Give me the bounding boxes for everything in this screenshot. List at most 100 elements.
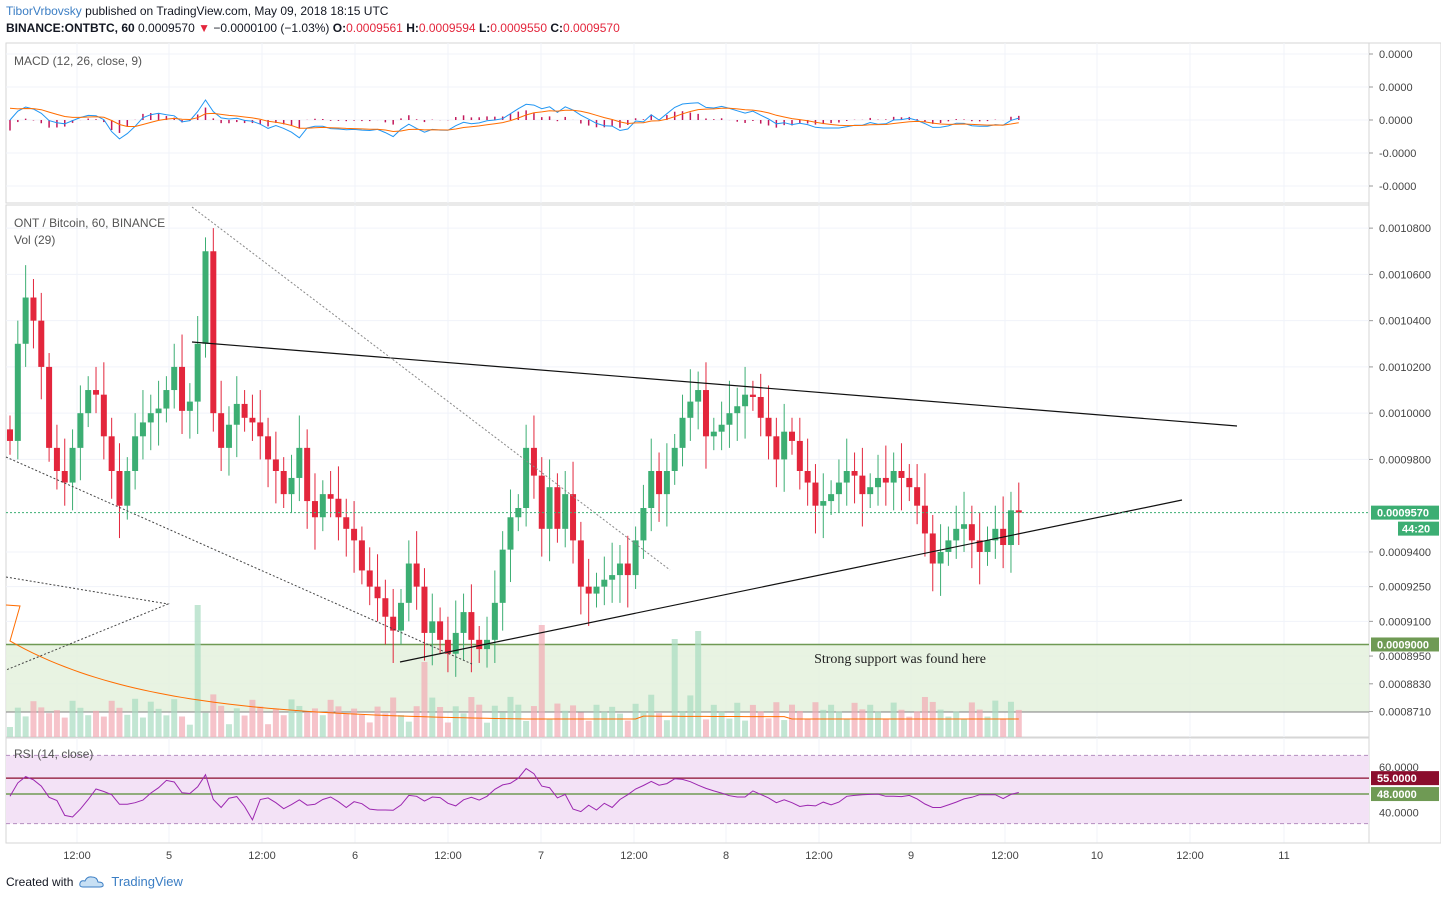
tradingview-brand[interactable]: TradingView xyxy=(111,874,183,889)
volume-bar xyxy=(38,707,45,737)
candle-body xyxy=(30,297,37,321)
macd-label: MACD (12, 26, close, 9) xyxy=(14,54,142,68)
volume-bar xyxy=(679,710,686,737)
candle-body xyxy=(734,406,741,414)
volume-bar xyxy=(186,724,193,737)
candle-body xyxy=(319,494,326,518)
last-price-badge-text: 0.0009570 xyxy=(1377,508,1429,520)
price-tick-label: 0.0010800 xyxy=(1379,223,1431,235)
candle-body xyxy=(789,431,795,441)
volume-bar xyxy=(961,718,968,737)
volume-bar xyxy=(30,701,37,737)
candle-body xyxy=(85,390,92,414)
candle-body xyxy=(843,471,850,483)
candle-body xyxy=(296,447,303,478)
volume-bar xyxy=(507,696,514,737)
volume-bar xyxy=(890,702,897,737)
volume-bar xyxy=(233,708,240,737)
candle-body xyxy=(100,394,107,437)
time-axis-label: 8 xyxy=(723,850,729,862)
volume-bar xyxy=(468,697,475,737)
volume-bar xyxy=(116,707,123,737)
candle-body xyxy=(898,471,905,478)
time-axis-label: 12:00 xyxy=(434,850,462,862)
candle-body xyxy=(765,417,772,437)
price-pane-title: ONT / Bitcoin, 60, BINANCE xyxy=(14,216,165,230)
candle-body xyxy=(335,498,342,518)
candle-body xyxy=(218,413,225,448)
candle-body xyxy=(1007,510,1014,546)
volume-bar xyxy=(562,710,569,737)
candle-body xyxy=(351,528,358,541)
candle-body xyxy=(953,528,960,541)
price-tick-label: 0.0010000 xyxy=(1379,408,1431,420)
volume-bar xyxy=(374,706,381,737)
volume-bar xyxy=(460,713,467,737)
price-tick-label: 0.0010200 xyxy=(1379,362,1431,374)
volume-bar xyxy=(577,712,584,737)
candle-body xyxy=(108,436,115,471)
rsi-lower-badge xyxy=(1371,787,1439,802)
candle-body xyxy=(499,549,506,603)
trading-chart[interactable]: 0.0000 0.0000 0.0000 -0.0000 -0.0000 0.001080… xyxy=(0,0,1441,870)
candle-body xyxy=(828,494,835,502)
macd-tick-label: 0.0000 xyxy=(1379,82,1413,94)
candle-body xyxy=(945,540,952,552)
volume-bar xyxy=(452,706,459,737)
candle-body xyxy=(835,482,842,495)
candle-body xyxy=(124,471,131,506)
footer: Created with TradingView xyxy=(6,874,183,889)
high-label: H: xyxy=(406,21,419,35)
candle-body xyxy=(749,394,756,397)
candle-body xyxy=(781,431,788,460)
volume-bar xyxy=(570,705,577,737)
candle-body xyxy=(570,494,577,541)
volume-bar xyxy=(663,720,670,737)
price-axis xyxy=(1368,42,1441,844)
volume-bar xyxy=(358,714,365,737)
price-tick-label: 0.0010400 xyxy=(1379,316,1431,328)
time-axis-label: 6 xyxy=(352,850,358,862)
price-tick-label: 0.0008950 xyxy=(1379,651,1431,663)
rsi-upper-badge-text: 55.0000 xyxy=(1377,773,1417,785)
chart-header: TiborVrbovsky published on TradingView.c… xyxy=(6,3,620,37)
open-label: O: xyxy=(332,21,347,35)
volume-bar xyxy=(22,716,29,737)
candle-body xyxy=(116,471,123,506)
volume-bar xyxy=(7,727,13,737)
candle-body xyxy=(194,343,201,402)
candle-body xyxy=(632,540,639,576)
candle-body xyxy=(374,586,381,599)
tradingview-cloud-icon xyxy=(79,875,105,887)
volume-bar xyxy=(147,701,154,737)
candle-body xyxy=(773,436,780,460)
candle-body xyxy=(77,413,84,448)
volume-bar xyxy=(710,704,717,737)
time-axis-label: 11 xyxy=(1278,850,1289,862)
volume-bar xyxy=(202,712,209,737)
volume-bar xyxy=(343,713,350,737)
price-tick-label: 0.0009400 xyxy=(1379,547,1431,559)
time-axis-label: 10 xyxy=(1091,850,1103,862)
price-tick-label: 0.0008710 xyxy=(1379,707,1431,719)
price-tick-label: 0.0010600 xyxy=(1379,269,1431,281)
volume-bar xyxy=(812,702,819,737)
low-label: L: xyxy=(478,21,491,35)
candle-body xyxy=(241,403,248,418)
candle-body xyxy=(468,612,475,640)
volume-ma-line xyxy=(5,604,1019,720)
open-value: 0.0009561 xyxy=(346,21,403,35)
volume-bar xyxy=(859,709,866,737)
candle-body xyxy=(726,413,733,425)
candle-body xyxy=(186,401,193,411)
candle-body xyxy=(890,471,897,483)
rsi-tick-label: 60.0000 xyxy=(1379,762,1419,774)
candle-body xyxy=(616,563,623,576)
candle-body xyxy=(585,586,592,594)
author-link[interactable]: TiborVrbovsky xyxy=(6,4,82,18)
candle-body xyxy=(687,401,694,418)
volume-bar xyxy=(1000,718,1007,737)
volume-bar xyxy=(398,715,404,737)
volume-bar xyxy=(405,721,412,737)
candle-body xyxy=(624,563,631,576)
